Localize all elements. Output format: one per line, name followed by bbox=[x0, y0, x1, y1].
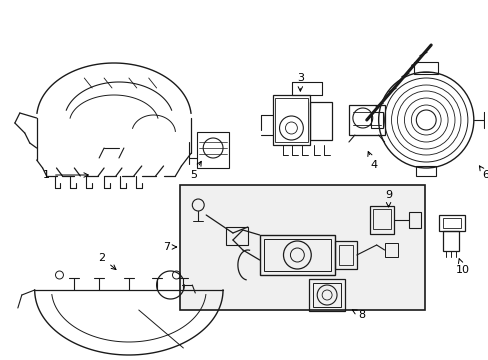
Bar bbox=[384, 243, 398, 257]
Bar bbox=[408, 212, 421, 228]
Text: 8: 8 bbox=[351, 310, 365, 320]
Text: 7: 7 bbox=[163, 242, 176, 252]
Bar bbox=[348, 105, 384, 135]
Bar bbox=[370, 112, 382, 128]
Text: 1: 1 bbox=[43, 170, 88, 180]
Bar bbox=[263, 239, 330, 271]
Text: 10: 10 bbox=[455, 259, 469, 275]
Bar bbox=[308, 279, 344, 311]
Text: 5: 5 bbox=[189, 161, 201, 180]
Bar bbox=[334, 241, 356, 269]
Bar bbox=[442, 218, 460, 228]
Bar bbox=[415, 166, 435, 176]
Text: 4: 4 bbox=[367, 152, 377, 170]
Bar bbox=[483, 112, 488, 128]
Bar bbox=[338, 245, 352, 265]
Bar bbox=[438, 215, 464, 231]
Text: 3: 3 bbox=[296, 73, 303, 91]
Bar bbox=[369, 206, 393, 234]
Bar bbox=[274, 98, 307, 142]
Bar bbox=[442, 231, 458, 251]
Bar bbox=[259, 235, 334, 275]
Bar bbox=[197, 132, 228, 168]
Bar bbox=[313, 283, 340, 307]
Bar bbox=[309, 102, 331, 140]
Bar bbox=[225, 227, 247, 245]
Text: 9: 9 bbox=[384, 190, 391, 207]
Bar bbox=[413, 62, 437, 74]
Text: 6: 6 bbox=[478, 166, 488, 180]
Text: 2: 2 bbox=[99, 253, 116, 270]
Bar bbox=[272, 95, 309, 145]
Bar bbox=[372, 209, 390, 229]
Bar bbox=[180, 185, 425, 310]
